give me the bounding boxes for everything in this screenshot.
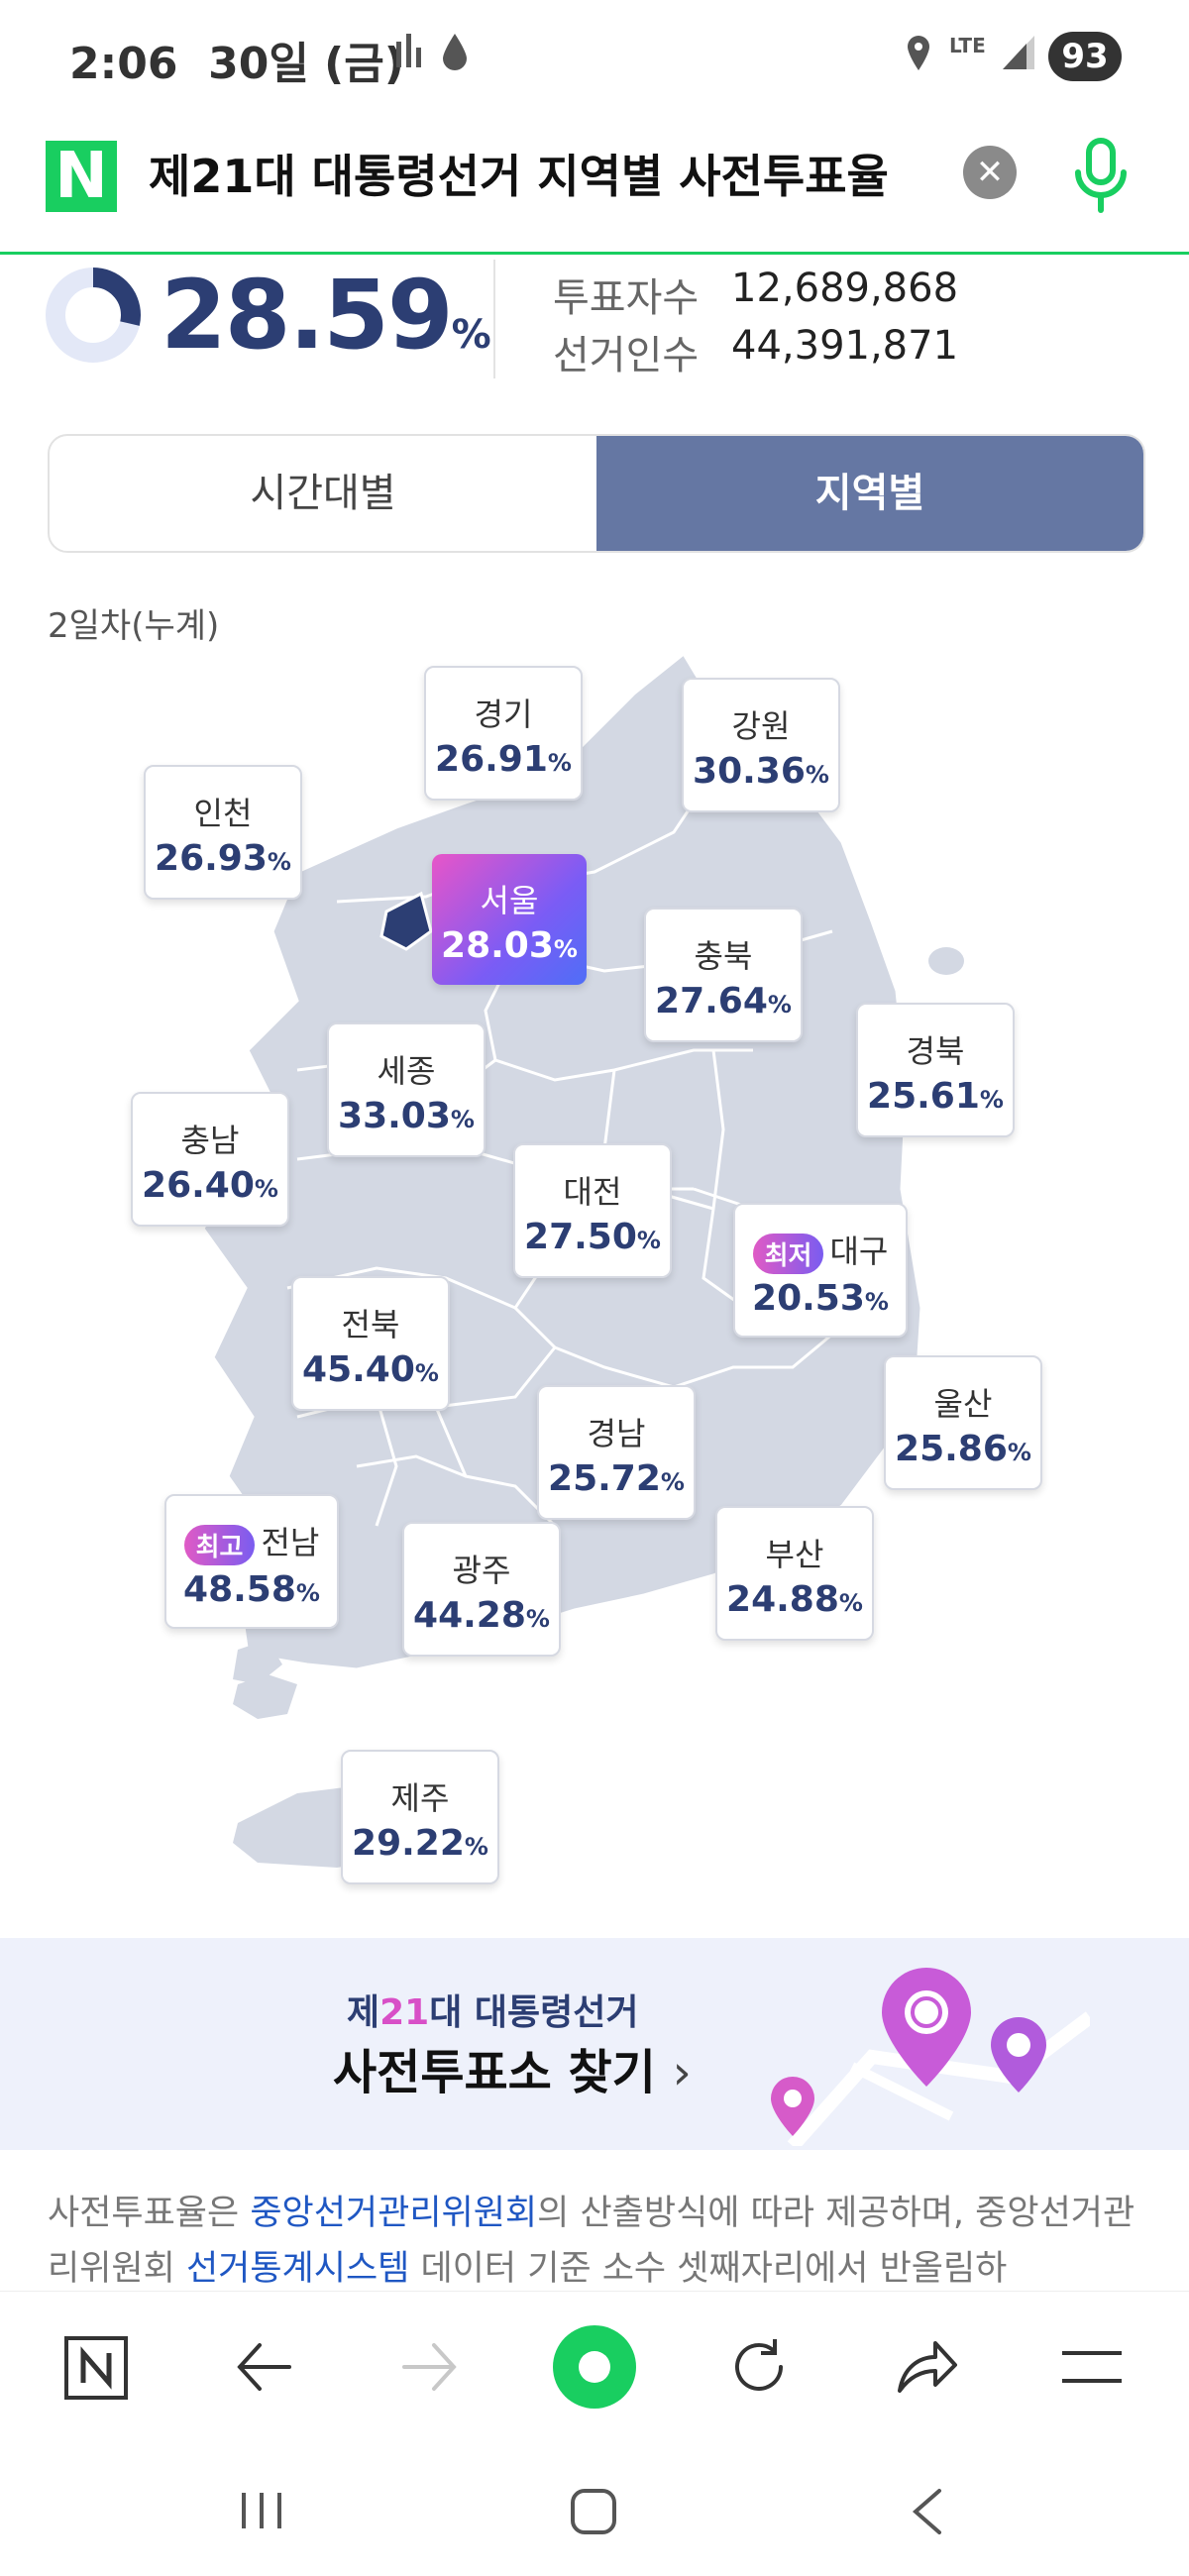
share-button[interactable] xyxy=(896,2339,959,2395)
lowest-badge: 최저 xyxy=(752,1233,824,1274)
status-bar: 2:06 30일 (금) LTE 93 xyxy=(0,0,1189,109)
system-nav-bar xyxy=(0,2439,1189,2576)
region-box-incheon[interactable]: 인천 26.93% xyxy=(144,765,302,900)
signal-bars-icon xyxy=(394,30,424,79)
region-box-chungnam[interactable]: 충남 26.40% xyxy=(131,1092,289,1227)
recent-apps-button[interactable] xyxy=(238,2489,287,2532)
tab-by-time[interactable]: 시간대별 xyxy=(250,471,396,516)
tab-by-region[interactable]: 지역별 xyxy=(596,436,1143,551)
banner-find-polling-place: 사전투표소 찾기 › xyxy=(333,2045,692,2100)
browser-toolbar xyxy=(0,2291,1189,2440)
region-box-gwangju[interactable]: 광주 44.28% xyxy=(402,1522,561,1657)
region-box-daejeon[interactable]: 대전 27.50% xyxy=(513,1143,672,1278)
region-box-daegu[interactable]: 최저 대구 20.53% xyxy=(733,1203,908,1338)
region-box-chungbuk[interactable]: 충북 27.64% xyxy=(644,908,803,1042)
voters-label: 투표자수 xyxy=(553,275,700,321)
region-box-gyeongbuk[interactable]: 경북 25.61% xyxy=(856,1003,1015,1137)
system-back-button[interactable] xyxy=(908,2487,947,2536)
search-input[interactable]: 제21대 대통령선거 지역별 사전투표율 xyxy=(149,150,889,203)
clear-search-button[interactable]: ✕ xyxy=(963,146,1017,199)
nec-link[interactable]: 중앙선거관리위원회 xyxy=(250,2194,538,2233)
cell-signal-icon xyxy=(1001,32,1036,75)
electorate-value: 44,391,871 xyxy=(731,323,959,369)
region-box-gangwon[interactable]: 강원 30.36% xyxy=(682,678,840,812)
region-box-sejong[interactable]: 세종 33.03% xyxy=(327,1022,486,1157)
overall-turnout-rate: 28.59% xyxy=(161,260,491,371)
back-button[interactable] xyxy=(234,2339,293,2395)
election-stats-link[interactable]: 선거통계시스템 xyxy=(185,2249,410,2289)
close-icon: ✕ xyxy=(975,153,1005,192)
disclaimer-text: 사전투표율은 중앙선거관리위원회의 산출방식에 따라 제공하며, 중앙선거관리위… xyxy=(48,2194,1135,2289)
naver-home-button[interactable] xyxy=(63,2335,129,2401)
green-dot-button[interactable] xyxy=(551,2323,638,2411)
voters-value: 12,689,868 xyxy=(731,266,959,311)
electorate-label: 선거인수 xyxy=(553,333,700,378)
search-header: N 제21대 대통령선거 지역별 사전투표율 ✕ xyxy=(0,111,1189,255)
location-icon xyxy=(904,34,933,77)
region-box-jeonbuk[interactable]: 전북 45.40% xyxy=(291,1276,450,1411)
forward-button[interactable] xyxy=(400,2339,460,2395)
region-box-gyeonggi[interactable]: 경기 26.91% xyxy=(424,666,583,801)
status-time: 2:06 30일 (금) xyxy=(69,39,404,89)
map-pin-icon xyxy=(771,1968,1090,2146)
region-box-seoul[interactable]: 서울 28.03% xyxy=(432,854,587,985)
banner-election-title: 제21대 대통령선거 xyxy=(347,1992,639,2033)
region-box-jeonnam[interactable]: 최고 전남 48.58% xyxy=(164,1494,339,1629)
highest-badge: 최고 xyxy=(183,1524,256,1565)
naver-logo[interactable]: N xyxy=(46,141,117,212)
battery-indicator: 93 xyxy=(1048,32,1122,81)
region-box-jeju[interactable]: 제주 29.22% xyxy=(341,1750,499,1884)
region-box-busan[interactable]: 부산 24.88% xyxy=(715,1506,874,1641)
turnout-donut-icon xyxy=(46,268,141,363)
region-box-ulsan[interactable]: 울산 25.86% xyxy=(884,1355,1042,1490)
voice-search-button[interactable] xyxy=(1070,137,1132,220)
region-box-gyeongnam[interactable]: 경남 25.72% xyxy=(537,1385,696,1520)
summary-divider xyxy=(493,260,495,378)
menu-button[interactable] xyxy=(1060,2347,1124,2387)
view-tabs: 시간대별 지역별 xyxy=(48,434,1145,553)
refresh-button[interactable] xyxy=(729,2337,789,2397)
drop-icon xyxy=(440,32,470,81)
microphone-icon xyxy=(1075,138,1127,213)
home-button[interactable] xyxy=(569,2487,618,2536)
lte-label: LTE xyxy=(949,34,986,57)
polling-place-banner[interactable]: 제21대 대통령선거 사전투표소 찾기 › xyxy=(0,1938,1189,2150)
day-subtitle: 2일차(누계) xyxy=(48,606,220,646)
